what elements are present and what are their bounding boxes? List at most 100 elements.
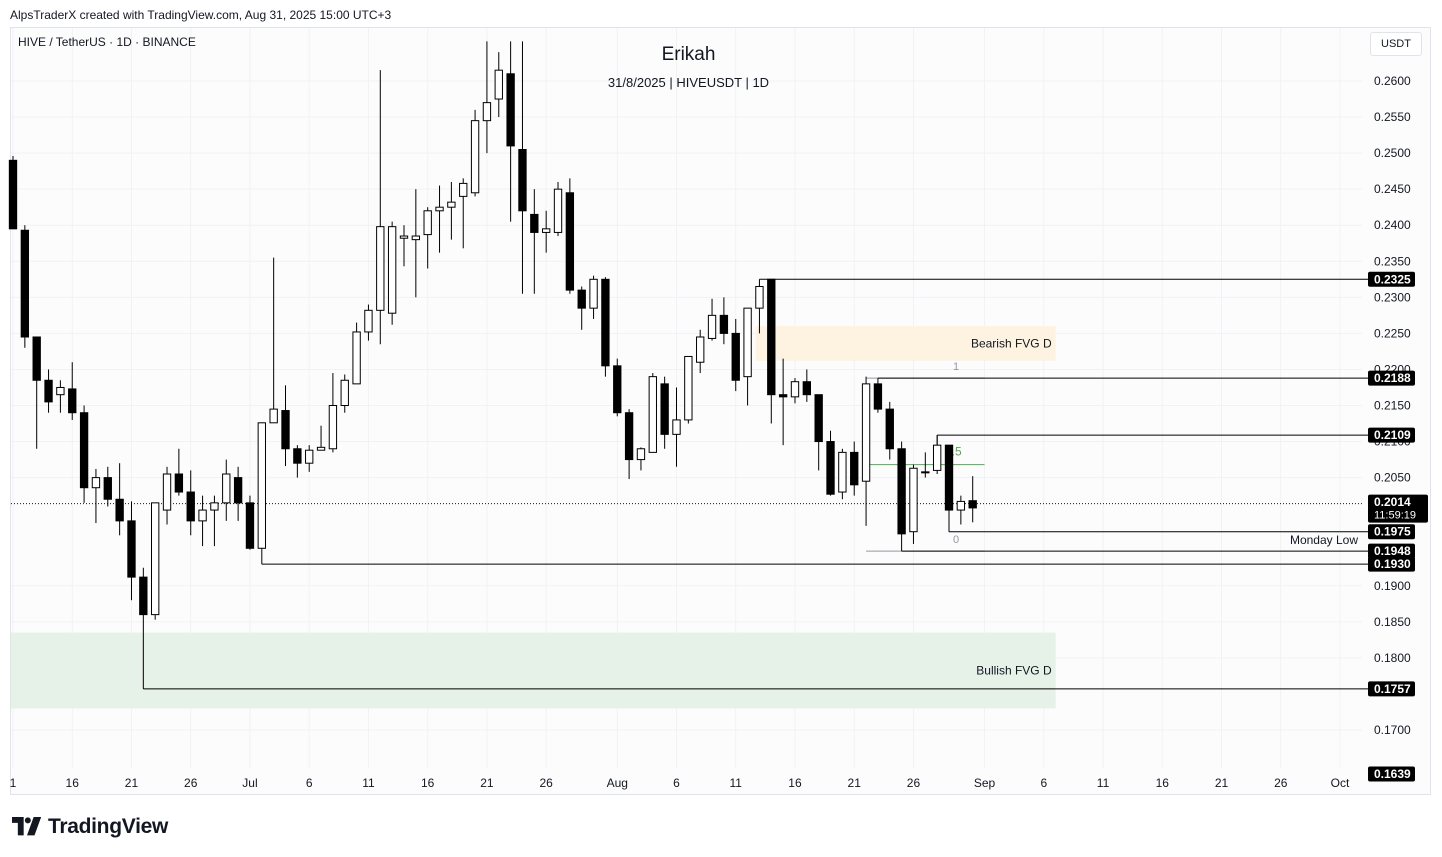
monday-low-label: Monday Low (1290, 533, 1358, 547)
y-axis-tick-label: 0.2400 (1374, 218, 1411, 232)
candle-body (530, 213, 539, 233)
x-axis-tick-label: 11 (730, 776, 743, 790)
x-axis-tick-label: 21 (1215, 776, 1229, 790)
candle-body (91, 477, 101, 489)
candle-body (850, 451, 859, 486)
candle-body (684, 355, 693, 421)
price-label-0.1639-bg (1368, 766, 1415, 782)
candle-body (423, 210, 432, 236)
y-axis-tick-label: 0.2050 (1374, 471, 1411, 485)
y-axis-tick-label: 0.1700 (1374, 723, 1411, 737)
candle-body (233, 477, 243, 504)
candle-body (174, 473, 184, 493)
candle-body (411, 235, 421, 241)
x-axis-tick-label: Sep (974, 776, 996, 790)
candle-body (624, 412, 634, 461)
candle-body (115, 498, 124, 522)
candle-body (944, 444, 954, 511)
y-axis-tick-label: 0.2550 (1374, 110, 1411, 124)
candle-body (790, 381, 800, 398)
candle-body (767, 278, 776, 396)
tradingview-logo-icon (12, 817, 42, 836)
x-axis-tick-label: 21 (125, 776, 139, 790)
candle-body (482, 102, 492, 122)
candle-body (696, 336, 705, 363)
price-label-0.2109: 0.2109 (1374, 428, 1411, 442)
price-label-0.1639: 0.1639 (1374, 767, 1411, 781)
candle-body (648, 376, 657, 453)
candle-body (802, 381, 812, 396)
candle-body (731, 332, 740, 381)
candle-body (269, 408, 278, 424)
x-axis-tick-label: 26 (184, 776, 198, 790)
x-axis-tick-label: Aug (607, 776, 628, 790)
candle-body (470, 120, 480, 194)
x-axis-tick-label: 26 (539, 776, 553, 790)
candle-body (553, 188, 563, 233)
candle-body (589, 278, 598, 309)
chart-credit-text: AlpsTraderX created with TradingView.com… (10, 8, 392, 22)
candle-body (672, 419, 681, 435)
candle-body (210, 502, 219, 511)
y-axis-tick-label: 0.2600 (1374, 74, 1411, 88)
chart-subtitle: 31/8/2025 | HIVEUSDT | 1D (607, 75, 770, 90)
price-label-0.1948-bg (1368, 543, 1415, 559)
x-axis-tick-label: 6 (673, 776, 680, 790)
candle-body (541, 228, 551, 233)
candle-body (79, 412, 89, 489)
tradingview-logo[interactable]: TradingView (12, 815, 168, 839)
candle-body (198, 509, 207, 522)
current-price-label-bg (1368, 494, 1428, 523)
candle-body (719, 314, 729, 334)
price-label-0.1757: 0.1757 (1374, 682, 1411, 696)
candle-body (305, 449, 314, 464)
price-label-0.1948: 0.1948 (1374, 544, 1411, 558)
candle-body (873, 383, 883, 410)
candle-body (755, 286, 764, 309)
candle-body (399, 235, 409, 239)
x-axis-tick-label: 21 (848, 776, 862, 790)
y-axis-tick-label: 0.2150 (1374, 399, 1411, 413)
candle-body (707, 314, 717, 339)
x-axis-tick-label: 26 (907, 776, 921, 790)
candle-body (68, 388, 77, 414)
candle-body (435, 206, 444, 212)
candle-body (506, 73, 515, 147)
candle-body (814, 394, 823, 443)
bearish-fvg-zone (755, 326, 1056, 361)
fib-label-1: 1 (953, 361, 959, 373)
x-axis-tick-label: 16 (421, 776, 435, 790)
x-axis-tick-label: 11 (1097, 776, 1110, 790)
candle-body (376, 226, 385, 311)
candle-body (44, 379, 53, 403)
candle-body (601, 278, 610, 367)
price-label-0.2325-bg (1368, 271, 1415, 287)
candle-body (103, 477, 112, 500)
candle-body (162, 473, 172, 511)
candle-body (636, 448, 646, 461)
candle-body (151, 502, 160, 616)
countdown-label: 11:59:19 (1374, 510, 1416, 522)
candle-body (281, 410, 290, 450)
candle-body (956, 500, 966, 511)
candle-body (56, 386, 65, 396)
x-axis-tick-label: 16 (66, 776, 80, 790)
x-axis-tick-label: 16 (788, 776, 802, 790)
candle-body (660, 383, 669, 435)
candle-body (222, 473, 231, 504)
candle-body (743, 307, 752, 378)
y-axis-tick-label: 0.2450 (1374, 182, 1411, 196)
candle-body (316, 446, 326, 451)
bullish-fvg-zone (11, 632, 1056, 709)
candle-body (127, 520, 136, 578)
price-label-0.1757-bg (1368, 681, 1415, 697)
candle-body (387, 226, 397, 314)
candle-body (613, 365, 622, 414)
x-axis-tick-label: Jul (242, 776, 257, 790)
y-axis-tick-label: 0.1800 (1374, 651, 1411, 665)
x-axis-tick-label: 6 (306, 776, 313, 790)
candle-body (459, 182, 468, 197)
y-axis-tick-label: 0.2500 (1374, 146, 1411, 160)
currency-button[interactable]: USDT (1370, 32, 1422, 56)
